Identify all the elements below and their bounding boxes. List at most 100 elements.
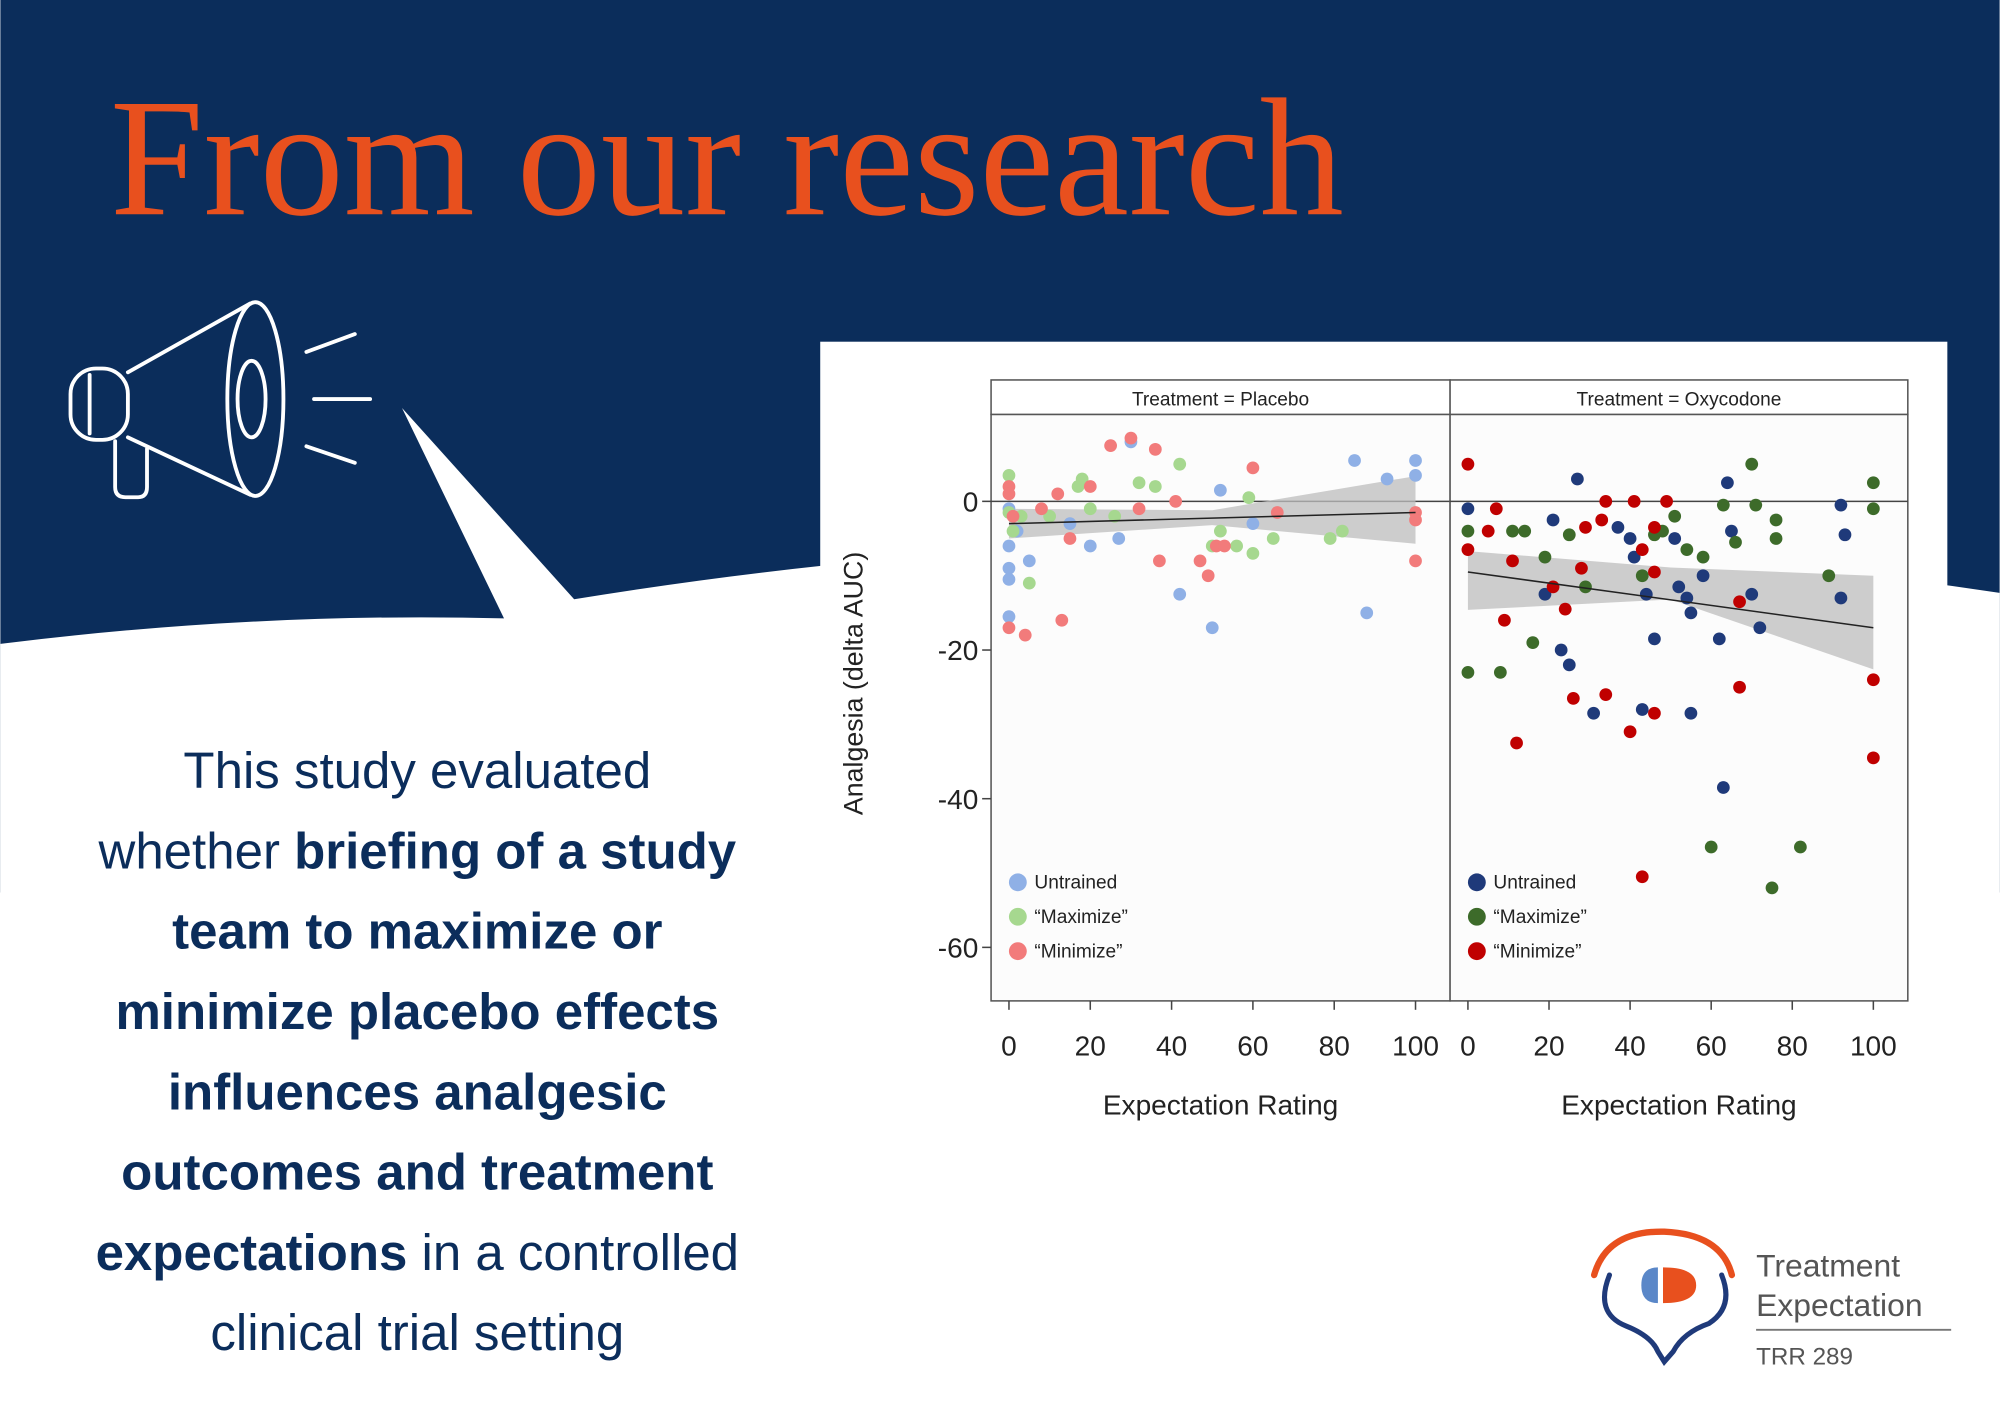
data-point: [1546, 513, 1560, 527]
data-point: [1562, 658, 1576, 672]
data-point: [1729, 535, 1742, 549]
data-point: [1214, 524, 1227, 538]
logo-name: Expectation: [1756, 1287, 1922, 1323]
data-point: [1753, 621, 1767, 635]
data-point: [1002, 610, 1016, 623]
data-point: [1599, 688, 1613, 702]
body-segment: whether: [97, 822, 294, 879]
data-point: [1481, 524, 1495, 538]
legend-swatch: [1008, 873, 1027, 892]
data-point: [1866, 502, 1880, 516]
data-point: [1018, 628, 1032, 642]
data-point: [1571, 472, 1584, 486]
legend-swatch: [1008, 907, 1027, 926]
x-tick-label: 80: [1319, 1031, 1350, 1062]
data-point: [1461, 665, 1475, 679]
data-point: [1002, 539, 1016, 553]
legend-swatch: [1008, 942, 1027, 961]
data-point: [1627, 494, 1641, 508]
body-line: clinical trial setting: [210, 1304, 624, 1361]
body-segment: briefing of a study: [294, 822, 737, 879]
y-axis-label: Analgesia (delta AUC): [838, 552, 868, 815]
data-point: [1153, 554, 1166, 568]
body-line: influences analgesic: [168, 1063, 667, 1120]
data-point: [1587, 706, 1600, 720]
logo-sub: TRR 289: [1756, 1343, 1853, 1370]
y-tick-label: -60: [938, 933, 979, 964]
data-point: [1055, 613, 1069, 627]
data-point: [1623, 532, 1637, 545]
data-point: [1148, 442, 1162, 456]
data-point: [1696, 569, 1710, 583]
y-tick-label: 0: [963, 487, 979, 518]
data-point: [1193, 554, 1207, 568]
data-point: [1639, 587, 1653, 601]
body-line: team to maximize or: [172, 903, 662, 960]
x-tick-label: 100: [1850, 1031, 1897, 1062]
legend-swatch: [1467, 873, 1486, 892]
data-point: [1246, 517, 1260, 531]
x-tick-label: 40: [1614, 1031, 1645, 1062]
data-point: [1246, 461, 1260, 475]
data-point: [1323, 532, 1337, 545]
data-point: [1108, 509, 1122, 523]
data-point: [1022, 576, 1036, 590]
data-point: [1721, 476, 1734, 490]
data-point: [1866, 476, 1880, 490]
data-point: [1461, 543, 1475, 557]
data-point: [1173, 457, 1187, 471]
data-point: [1335, 524, 1349, 538]
charts: Treatment = Placebo 0 -20 -40 -60 0 20 40 60 80 10…: [938, 379, 1909, 1120]
data-point: [1769, 513, 1783, 527]
data-point: [1749, 498, 1763, 512]
data-point: [1822, 569, 1836, 583]
data-point: [1769, 532, 1783, 545]
page-title: From our research: [110, 65, 1344, 251]
data-point: [1083, 480, 1097, 493]
data-point: [1360, 606, 1374, 620]
data-point: [1595, 513, 1609, 527]
data-point: [1461, 457, 1475, 471]
data-point: [1684, 706, 1698, 720]
data-point: [1132, 502, 1146, 516]
data-point: [1124, 431, 1138, 445]
data-point: [1635, 870, 1649, 884]
data-point: [1838, 528, 1852, 542]
data-point: [1246, 547, 1260, 560]
data-point: [1083, 502, 1097, 516]
data-point: [1712, 632, 1726, 646]
data-point: [1002, 487, 1016, 501]
data-point: [1266, 532, 1280, 545]
data-point: [1660, 494, 1673, 508]
data-point: [1002, 468, 1016, 482]
data-point: [1006, 509, 1020, 523]
data-point: [1518, 524, 1532, 538]
data-point: [1493, 665, 1507, 679]
data-point: [1132, 476, 1146, 490]
body-segment: This study evaluated: [183, 742, 651, 799]
data-point: [1745, 457, 1759, 471]
y-tick-label: -20: [938, 635, 979, 666]
data-point: [1579, 580, 1592, 594]
data-point: [1498, 613, 1511, 627]
data-point: [1733, 595, 1746, 609]
data-point: [1599, 494, 1613, 508]
data-point: [1648, 520, 1661, 534]
y-tick-label: -40: [938, 784, 979, 815]
strip: [990, 379, 1451, 416]
data-point: [1409, 513, 1422, 527]
confidence-band: [1467, 551, 1874, 670]
data-point: [1242, 491, 1256, 505]
data-point: [1745, 587, 1759, 601]
data-point: [1218, 539, 1231, 553]
data-point: [1716, 781, 1730, 794]
x-tick-label: 80: [1777, 1031, 1808, 1062]
data-point: [1716, 498, 1730, 512]
data-point: [1648, 632, 1661, 646]
data-point: [1506, 554, 1519, 568]
body-segment: clinical trial setting: [210, 1304, 624, 1361]
strip-title: Treatment = Placebo: [1132, 389, 1309, 410]
body-segment: expectations: [96, 1224, 408, 1281]
legend-label: “Maximize”: [1034, 907, 1127, 928]
